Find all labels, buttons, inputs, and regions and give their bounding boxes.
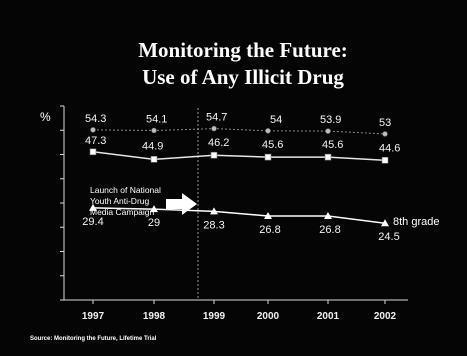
- x-tick-label: 1997: [82, 311, 105, 322]
- chart-title-line1: Monitoring the Future:: [138, 38, 348, 62]
- data-label: 53.9: [320, 114, 341, 126]
- data-point: [150, 205, 158, 213]
- series-layer: 54.3 54.1 54.7 54 53.9 53 47.3 44.9 46.2 45.6 45.6…: [82, 112, 439, 244]
- data-point: [89, 203, 97, 211]
- data-point: [324, 212, 332, 220]
- data-label: 44.6: [379, 142, 400, 154]
- x-tick-label: 2002: [374, 311, 397, 322]
- series-2: 47.3 44.9 46.2 45.6 45.6 44.6: [85, 135, 400, 164]
- data-point: [210, 207, 218, 215]
- series-line: [92, 207, 386, 224]
- data-point: [264, 153, 272, 161]
- chart-axes: [60, 105, 408, 304]
- x-tick-labels: 1997 1998 1999 2000 2001 2002: [82, 311, 397, 322]
- campaign-annotation: Launch of National Youth Anti-Drug Media…: [90, 185, 197, 217]
- data-label: 54.7: [206, 112, 227, 124]
- data-point: [324, 153, 332, 161]
- data-label: 46.2: [208, 137, 229, 149]
- x-tick-label: 2000: [257, 311, 280, 322]
- data-point: [210, 151, 218, 159]
- annotation-arrow-icon: [166, 193, 197, 215]
- data-label: 54: [270, 114, 282, 126]
- series-line: [92, 128, 386, 135]
- data-point: [264, 212, 272, 220]
- x-tick-label: 1998: [143, 311, 166, 322]
- series-1: 54.3 54.1 54.7 54 53.9 53: [85, 112, 391, 137]
- data-label: 29: [148, 217, 160, 229]
- data-point: [381, 156, 389, 164]
- data-label: 54.3: [85, 113, 106, 125]
- data-point: [150, 156, 158, 163]
- annotation-line-1: Launch of National: [90, 185, 161, 195]
- chart-title-line2: Use of Any Illicit Drug: [142, 65, 344, 89]
- x-tick-label: 2001: [317, 311, 340, 322]
- data-point: [381, 219, 389, 227]
- data-point: [151, 127, 157, 134]
- data-label: 28.3: [203, 219, 224, 231]
- data-label: 26.8: [319, 224, 340, 236]
- annotation-line-2: Youth Anti-Drug: [90, 196, 149, 206]
- x-tick-label: 1999: [203, 311, 226, 322]
- data-point: [325, 128, 331, 134]
- series-line: [92, 151, 386, 162]
- data-label: 47.3: [85, 135, 106, 147]
- data-point: [382, 131, 388, 137]
- data-label: 26.8: [259, 224, 280, 236]
- data-point: [211, 125, 217, 132]
- data-point: [265, 128, 271, 134]
- data-label: 45.6: [262, 139, 283, 151]
- data-point: [90, 127, 96, 133]
- data-label: 24.5: [378, 231, 399, 243]
- data-label: 53: [379, 117, 391, 129]
- data-label: 44.9: [142, 140, 163, 152]
- data-label: 45.6: [322, 139, 343, 151]
- data-label: 54.1: [146, 113, 167, 125]
- source-note: Source: Monitoring the Future, Lifetime …: [30, 336, 157, 342]
- data-point: [89, 148, 97, 156]
- annotation-line-3: Media Campaign: [90, 207, 155, 217]
- series-name-label: 8th grade: [393, 216, 439, 228]
- data-label: 29.4: [82, 216, 103, 228]
- y-axis-unit-label: %: [40, 110, 51, 124]
- series-3: 29.4 29 28.3 26.8 26.8 24.5 8th grade: [82, 203, 439, 243]
